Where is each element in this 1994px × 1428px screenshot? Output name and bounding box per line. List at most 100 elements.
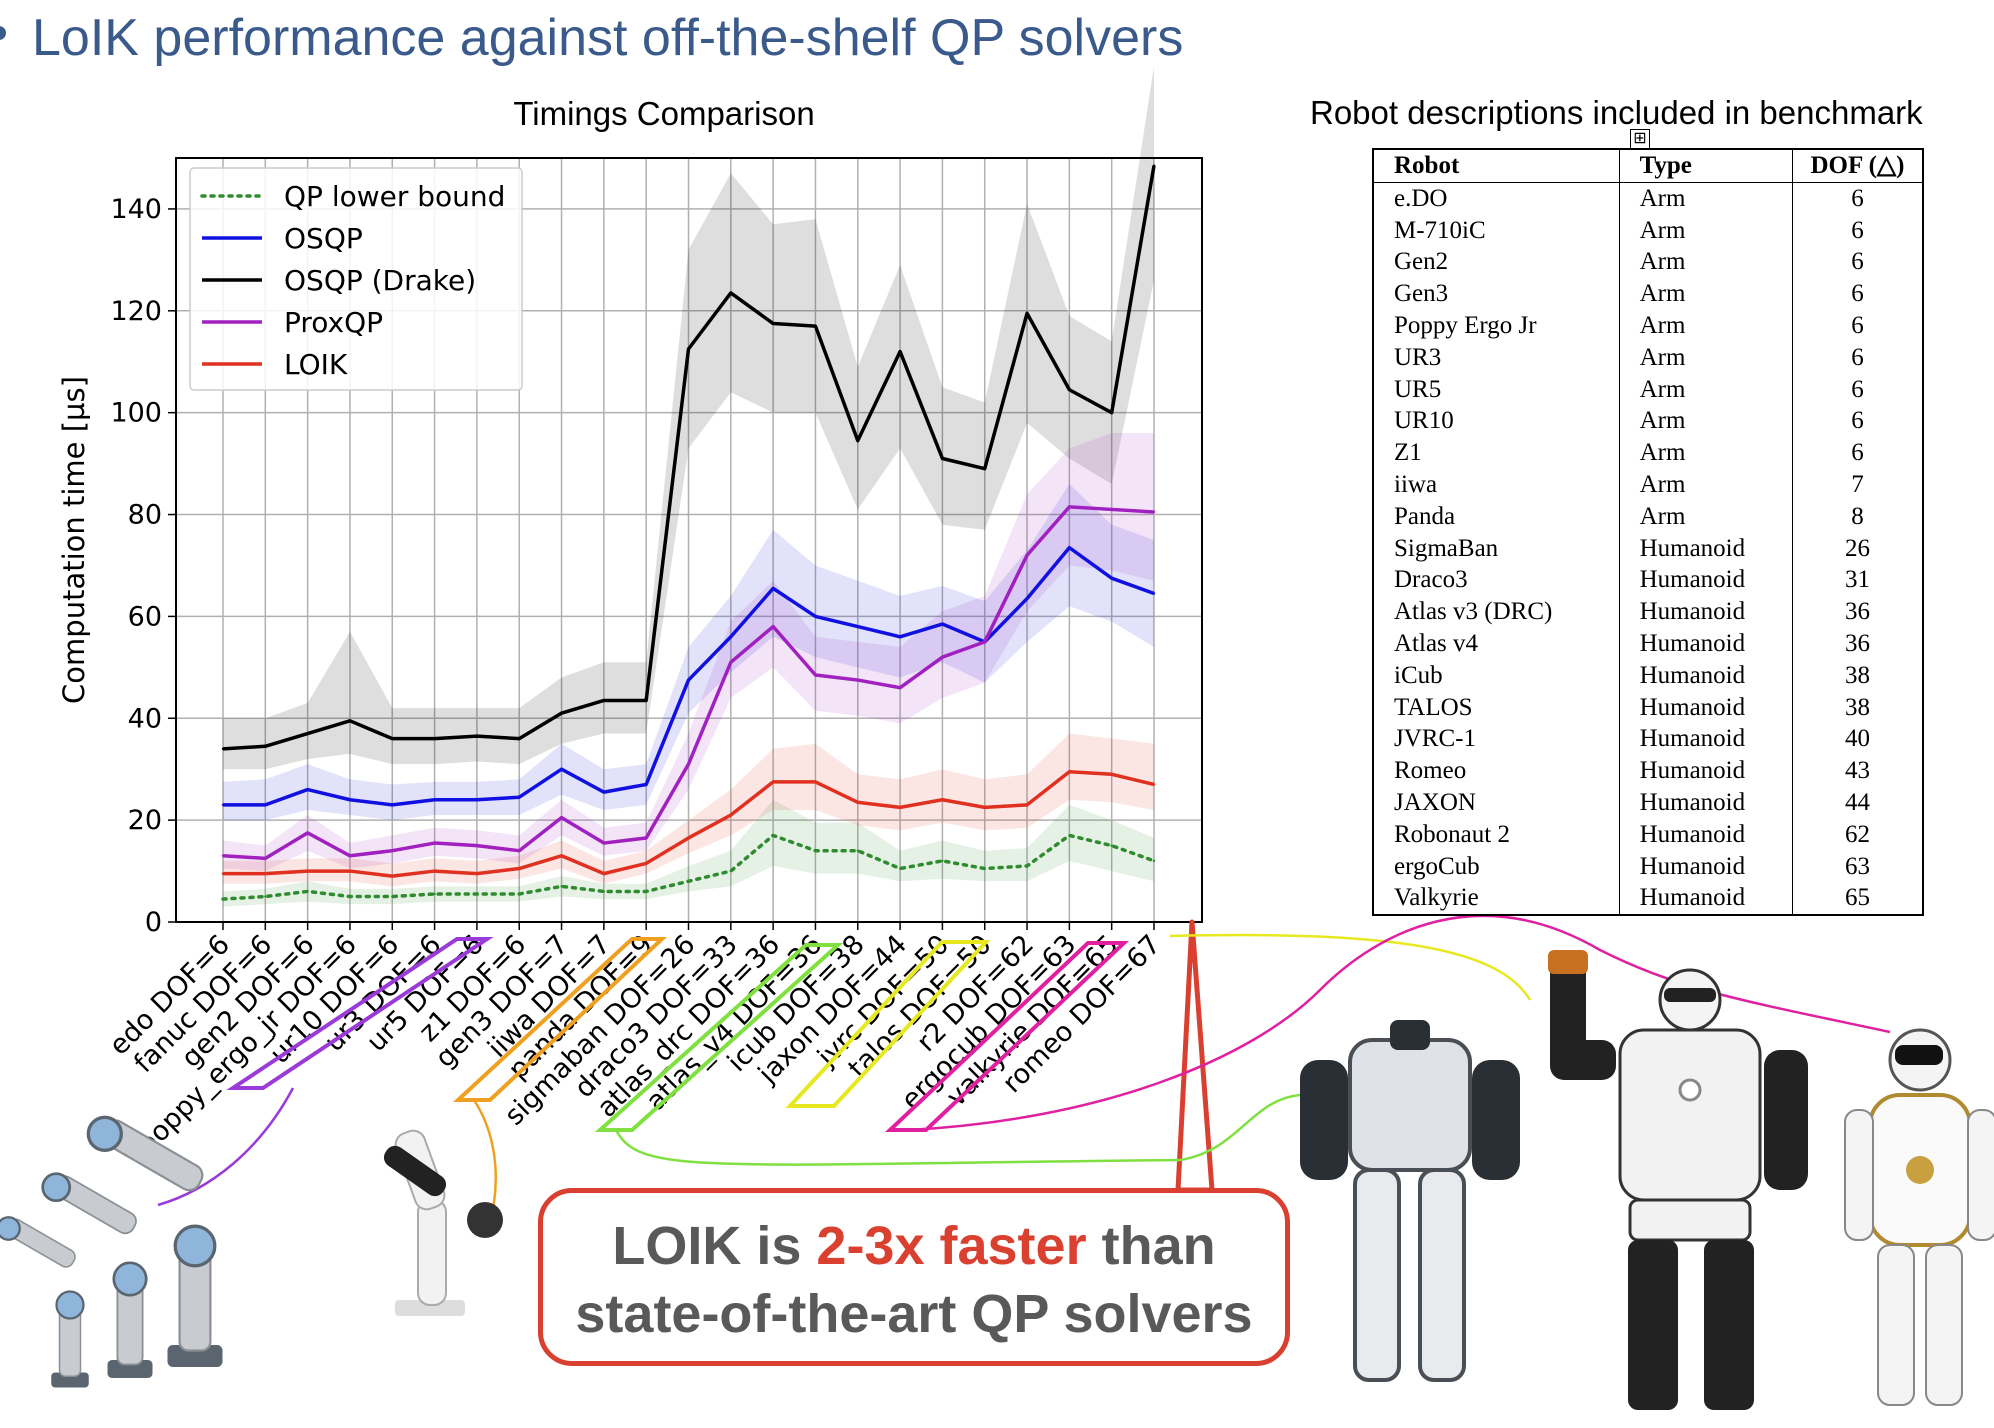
type-cell: Humanoid [1618,659,1794,692]
callout-pointer [1175,919,1215,1193]
band-0 [223,799,1154,907]
data-point [1068,388,1071,391]
data-point [433,798,436,801]
talos-hip [1628,1198,1752,1242]
type-cell: Arm [1618,246,1794,279]
callout-line-2: state-of-the-art QP solvers [575,1284,1253,1344]
data-point [391,895,394,898]
robot-cell: Robonaut 2 [1394,820,1510,848]
talos-chest-light [1678,1078,1702,1102]
data-point [475,892,479,896]
panda-group-outline [452,937,668,1102]
data-point [264,872,267,875]
data-point [856,439,859,442]
dof-cell: 36 [1845,598,1870,626]
data-point [941,655,944,659]
table-row: e.DO Arm 6 [1374,182,1922,215]
data-point [1025,554,1029,557]
data-point [644,699,648,702]
band-1 [223,483,1154,821]
type-cell: Humanoid [1618,564,1794,597]
data-point [1068,546,1071,549]
data-point [898,635,902,638]
table-row: UR10 Arm 6 [1374,405,1922,438]
y-tick-label: 40 [128,703,162,734]
type-cell: Humanoid [1618,532,1794,565]
table-row: JVRC-1 Humanoid 40 [1374,723,1922,756]
robot-cell: iiwa [1394,470,1438,498]
connector-atlas [614,1093,1301,1166]
data-point [1152,783,1156,786]
table-row: Poppy Ergo Jr Arm 6 [1374,309,1922,342]
arm-base [51,1372,89,1388]
y-tick-label: 20 [128,805,162,836]
data-point [602,872,606,875]
legend-label: ProxQP [284,306,383,339]
table-row: JAXON Humanoid 44 [1374,786,1922,819]
type-cell: Humanoid [1618,691,1794,724]
y-tick-label: 120 [110,296,162,327]
data-point [1025,312,1029,315]
arms-group-outline [226,937,494,1090]
data-point [560,711,563,715]
dof-cell: 26 [1845,534,1870,562]
valkyrie-arm-right [1967,1109,1994,1241]
data-point [983,640,986,644]
data-point [729,635,733,638]
data-point [518,796,521,799]
panda-base [395,1300,465,1316]
data-point [1068,770,1071,773]
type-cell: Arm [1618,437,1794,469]
type-cell: Humanoid [1618,786,1794,819]
data-point [306,890,309,893]
dof-cell: 63 [1845,852,1870,880]
robot-table-container: Robot Type DOF (△) e.DO Arm 6 M-710iC Arm 6 Ge… [1372,148,1924,917]
atlas-arm-right [1472,1060,1520,1180]
arm-base [107,1360,153,1378]
arm-joint [173,1224,217,1268]
robot-cell: UR5 [1394,375,1442,403]
legend-label: QP lower bound [284,180,505,213]
arm-base [167,1345,223,1367]
data-point [602,890,606,893]
data-point [771,780,775,784]
data-point [433,892,436,896]
robot-table: Robot Type DOF (△) e.DO Arm 6 M-710iC Arm 6 Ge… [1374,150,1922,915]
legend-box [189,167,523,391]
type-cell: Arm [1618,405,1794,438]
robot-cell: SigmaBan [1394,534,1499,562]
table-row: Panda Arm 8 [1374,500,1922,533]
dof-cell: 6 [1851,184,1864,212]
data-point [221,872,225,875]
data-point [475,734,479,738]
valkyrie-illustration [1844,1028,1994,1406]
data-point [433,737,436,740]
data-point [221,897,225,901]
robot-cell: UR10 [1394,407,1454,435]
data-point [771,322,775,325]
band-3 [223,433,1154,872]
data-point [264,803,267,807]
data-point [687,836,690,840]
type-cell: Arm [1618,214,1794,247]
valkyrie-leg-left [1877,1244,1915,1406]
table-row: Robonaut 2 Humanoid 62 [1374,818,1922,851]
atlas-illustration [1300,1020,1520,1382]
data-point [1152,592,1156,595]
data-point [602,841,606,845]
talos-hand-left [1548,950,1588,974]
data-point [560,768,563,771]
data-point [687,762,690,766]
data-point [221,854,225,857]
data-point [898,867,902,870]
table-row: Z1 Arm 6 [1374,437,1922,469]
data-point [348,719,352,723]
arm-joint [86,1115,123,1152]
table-row: UR3 Arm 6 [1374,341,1922,374]
data-point [391,803,394,807]
robot-cell: JAXON [1394,788,1476,816]
band-2 [223,66,1154,770]
data-point [814,849,817,852]
robot-cell: Valkyrie [1394,884,1479,912]
data-point [687,678,690,682]
